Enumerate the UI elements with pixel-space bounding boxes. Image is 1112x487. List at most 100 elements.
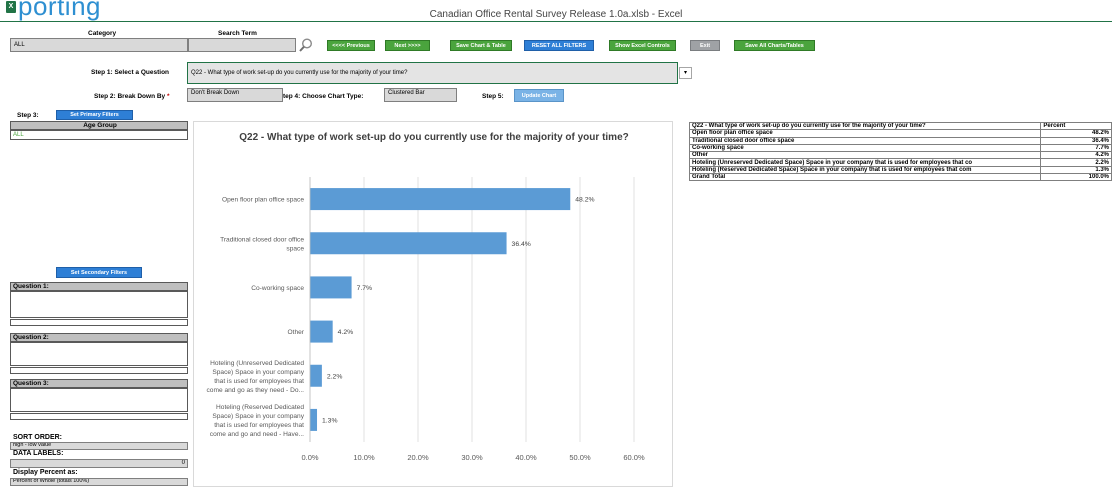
category-label: come and go as they need - Do... xyxy=(207,387,305,394)
chart-area: Q22 - What type of work set-up do you cu… xyxy=(193,121,673,487)
question3-header: Question 3: xyxy=(10,379,188,388)
category-label: Co-working space xyxy=(251,285,304,292)
category-label: Hoteling (Unreserved Dedicated xyxy=(210,360,304,367)
step3-label: Step 3: xyxy=(17,112,39,119)
table-total-label: Grand Total xyxy=(688,173,1042,182)
chart-bar xyxy=(310,408,318,431)
data-label: 36.4% xyxy=(512,241,531,248)
category-select[interactable]: ALL xyxy=(10,38,188,52)
partial-title: porting xyxy=(18,0,101,21)
table-cell-value: 2.2% xyxy=(1040,158,1112,167)
table-row: Co-working space 7.7% xyxy=(688,143,1112,153)
search-input[interactable] xyxy=(188,38,296,52)
table-cell-label: Hoteling (Unreserved Dedicated Space) Sp… xyxy=(688,158,1042,167)
required-marker: * xyxy=(166,93,170,100)
display-percent-select[interactable]: Percent of Whole (totals 100%) xyxy=(10,478,188,486)
x-tick-label: 60.0% xyxy=(623,453,645,462)
x-tick-label: 20.0% xyxy=(407,453,429,462)
chart-bar xyxy=(310,232,507,255)
table-row: Traditional closed door office space 36.4… xyxy=(688,136,1112,145)
step1-label: Step 1: Select a Question xyxy=(91,69,170,76)
set-secondary-filters-button[interactable]: Set Secondary Filters xyxy=(56,267,142,278)
chart-type-select[interactable]: Clustered Bar xyxy=(384,88,457,102)
x-tick-label: 50.0% xyxy=(569,453,591,462)
category-label: come and go and need - Have... xyxy=(210,431,304,438)
chart-bar xyxy=(310,364,322,387)
next-button[interactable]: Next >>>> xyxy=(385,40,430,51)
table-row: Other 4.2% xyxy=(688,151,1112,160)
question3-answer[interactable] xyxy=(10,413,188,420)
sort-order-label: SORT ORDER: xyxy=(13,434,62,441)
table-cell-label: Co-working space xyxy=(688,143,1042,153)
category-label: Other xyxy=(288,329,305,336)
table-cell-label: Other xyxy=(688,151,1042,160)
table-row: Open floor plan office space 48.2% xyxy=(688,129,1112,138)
excel-logo-icon: X xyxy=(6,1,16,13)
reset-all-filters-button[interactable]: RESET ALL FILTERS xyxy=(524,40,594,51)
set-primary-filters-button[interactable]: Set Primary Filters xyxy=(56,110,133,120)
question3-box[interactable] xyxy=(10,388,188,412)
category-label: Space) Space in your company xyxy=(212,369,304,376)
breakdown-select[interactable]: Don't Break Down xyxy=(187,88,283,102)
category-label: Space) Space in your company xyxy=(212,413,304,420)
question2-box[interactable] xyxy=(10,342,188,366)
question1-box[interactable] xyxy=(10,291,188,318)
table-cell-value: 1.3% xyxy=(1040,165,1112,175)
chevron-down-icon[interactable]: ▾ xyxy=(679,67,692,79)
step2-label: Step 2: Break Down By * xyxy=(94,93,170,100)
question2-header: Question 2: xyxy=(10,333,188,342)
search-icon[interactable] xyxy=(298,37,314,53)
data-label: 2.2% xyxy=(327,373,343,380)
data-table: Q22 - What type of work set-up do you cu… xyxy=(688,121,1112,182)
table-cell-value: 36.4% xyxy=(1040,136,1112,145)
age-group-value[interactable]: ALL xyxy=(10,130,188,140)
save-all-charts-button[interactable]: Save All Charts/Tables xyxy=(734,40,815,51)
data-labels-label: DATA LABELS: xyxy=(13,450,64,457)
table-cell-label: Traditional closed door office space xyxy=(688,136,1042,145)
chart-bar xyxy=(310,188,571,211)
table-cell-value: 7.7% xyxy=(1040,143,1112,153)
category-label: space xyxy=(286,245,304,252)
chart-bar xyxy=(310,276,352,299)
data-label: 48.2% xyxy=(575,197,594,204)
table-cell-value: 48.2% xyxy=(1040,129,1112,138)
update-chart-button[interactable]: Update Chart xyxy=(514,89,564,102)
window-title: Canadian Office Rental Survey Release 1.… xyxy=(429,9,683,20)
category-label: Category xyxy=(88,30,117,37)
x-tick-label: 30.0% xyxy=(461,453,483,462)
table-total-value: 100.0% xyxy=(1040,173,1112,182)
category-label: Open floor plan office space xyxy=(222,197,304,204)
x-tick-label: 40.0% xyxy=(515,453,537,462)
question1-header: Question 1: xyxy=(10,282,188,291)
category-label: that is used for employees that xyxy=(214,422,304,429)
table-header-row: Q22 - What type of work set-up do you cu… xyxy=(688,121,1112,131)
table-cell-value: 4.2% xyxy=(1040,151,1112,160)
previous-button[interactable]: <<<< Previous xyxy=(327,40,375,51)
data-label: 7.7% xyxy=(357,285,373,292)
table-cell-label: Open floor plan office space xyxy=(688,129,1042,138)
bar-chart: 0.0% 10.0% 20.0% 30.0% 40.0% 50.0% 60.0% Open f… xyxy=(207,177,645,462)
save-chart-table-button[interactable]: Save Chart & Table xyxy=(450,40,512,51)
x-tick-label: 10.0% xyxy=(353,453,375,462)
step5-label: Step 5: xyxy=(482,93,504,100)
table-cell-label: Hoteling (Reserved Dedicated Space) Spac… xyxy=(688,165,1042,175)
step4-label: tep 4: Choose Chart Type: xyxy=(283,93,364,100)
x-tick-label: 0.0% xyxy=(301,453,318,462)
age-group-header: Age Group xyxy=(10,121,188,130)
show-excel-controls-button[interactable]: Show Excel Controls xyxy=(609,40,676,51)
sort-order-select[interactable]: high - low value xyxy=(10,442,188,450)
table-total-row: Grand Total 100.0% xyxy=(688,173,1112,182)
display-percent-label: Display Percent as: xyxy=(13,469,78,476)
category-label: Traditional closed door office xyxy=(220,236,304,243)
table-header-question: Q22 - What type of work set-up do you cu… xyxy=(688,121,1042,131)
question2-answer[interactable] xyxy=(10,367,188,374)
chart-bar xyxy=(310,320,333,343)
data-labels-select[interactable]: 0 xyxy=(10,459,188,468)
question1-answer[interactable] xyxy=(10,319,188,326)
table-row: Hoteling (Reserved Dedicated Space) Spac… xyxy=(688,165,1112,175)
question-select[interactable]: Q22 - What type of work set-up do you cu… xyxy=(187,62,678,84)
title-bar: porting X Canadian Office Rental Survey … xyxy=(0,0,1112,22)
exit-button[interactable]: Exit xyxy=(690,40,720,51)
search-term-label: Search Term xyxy=(218,30,257,37)
data-label: 1.3% xyxy=(322,417,338,424)
